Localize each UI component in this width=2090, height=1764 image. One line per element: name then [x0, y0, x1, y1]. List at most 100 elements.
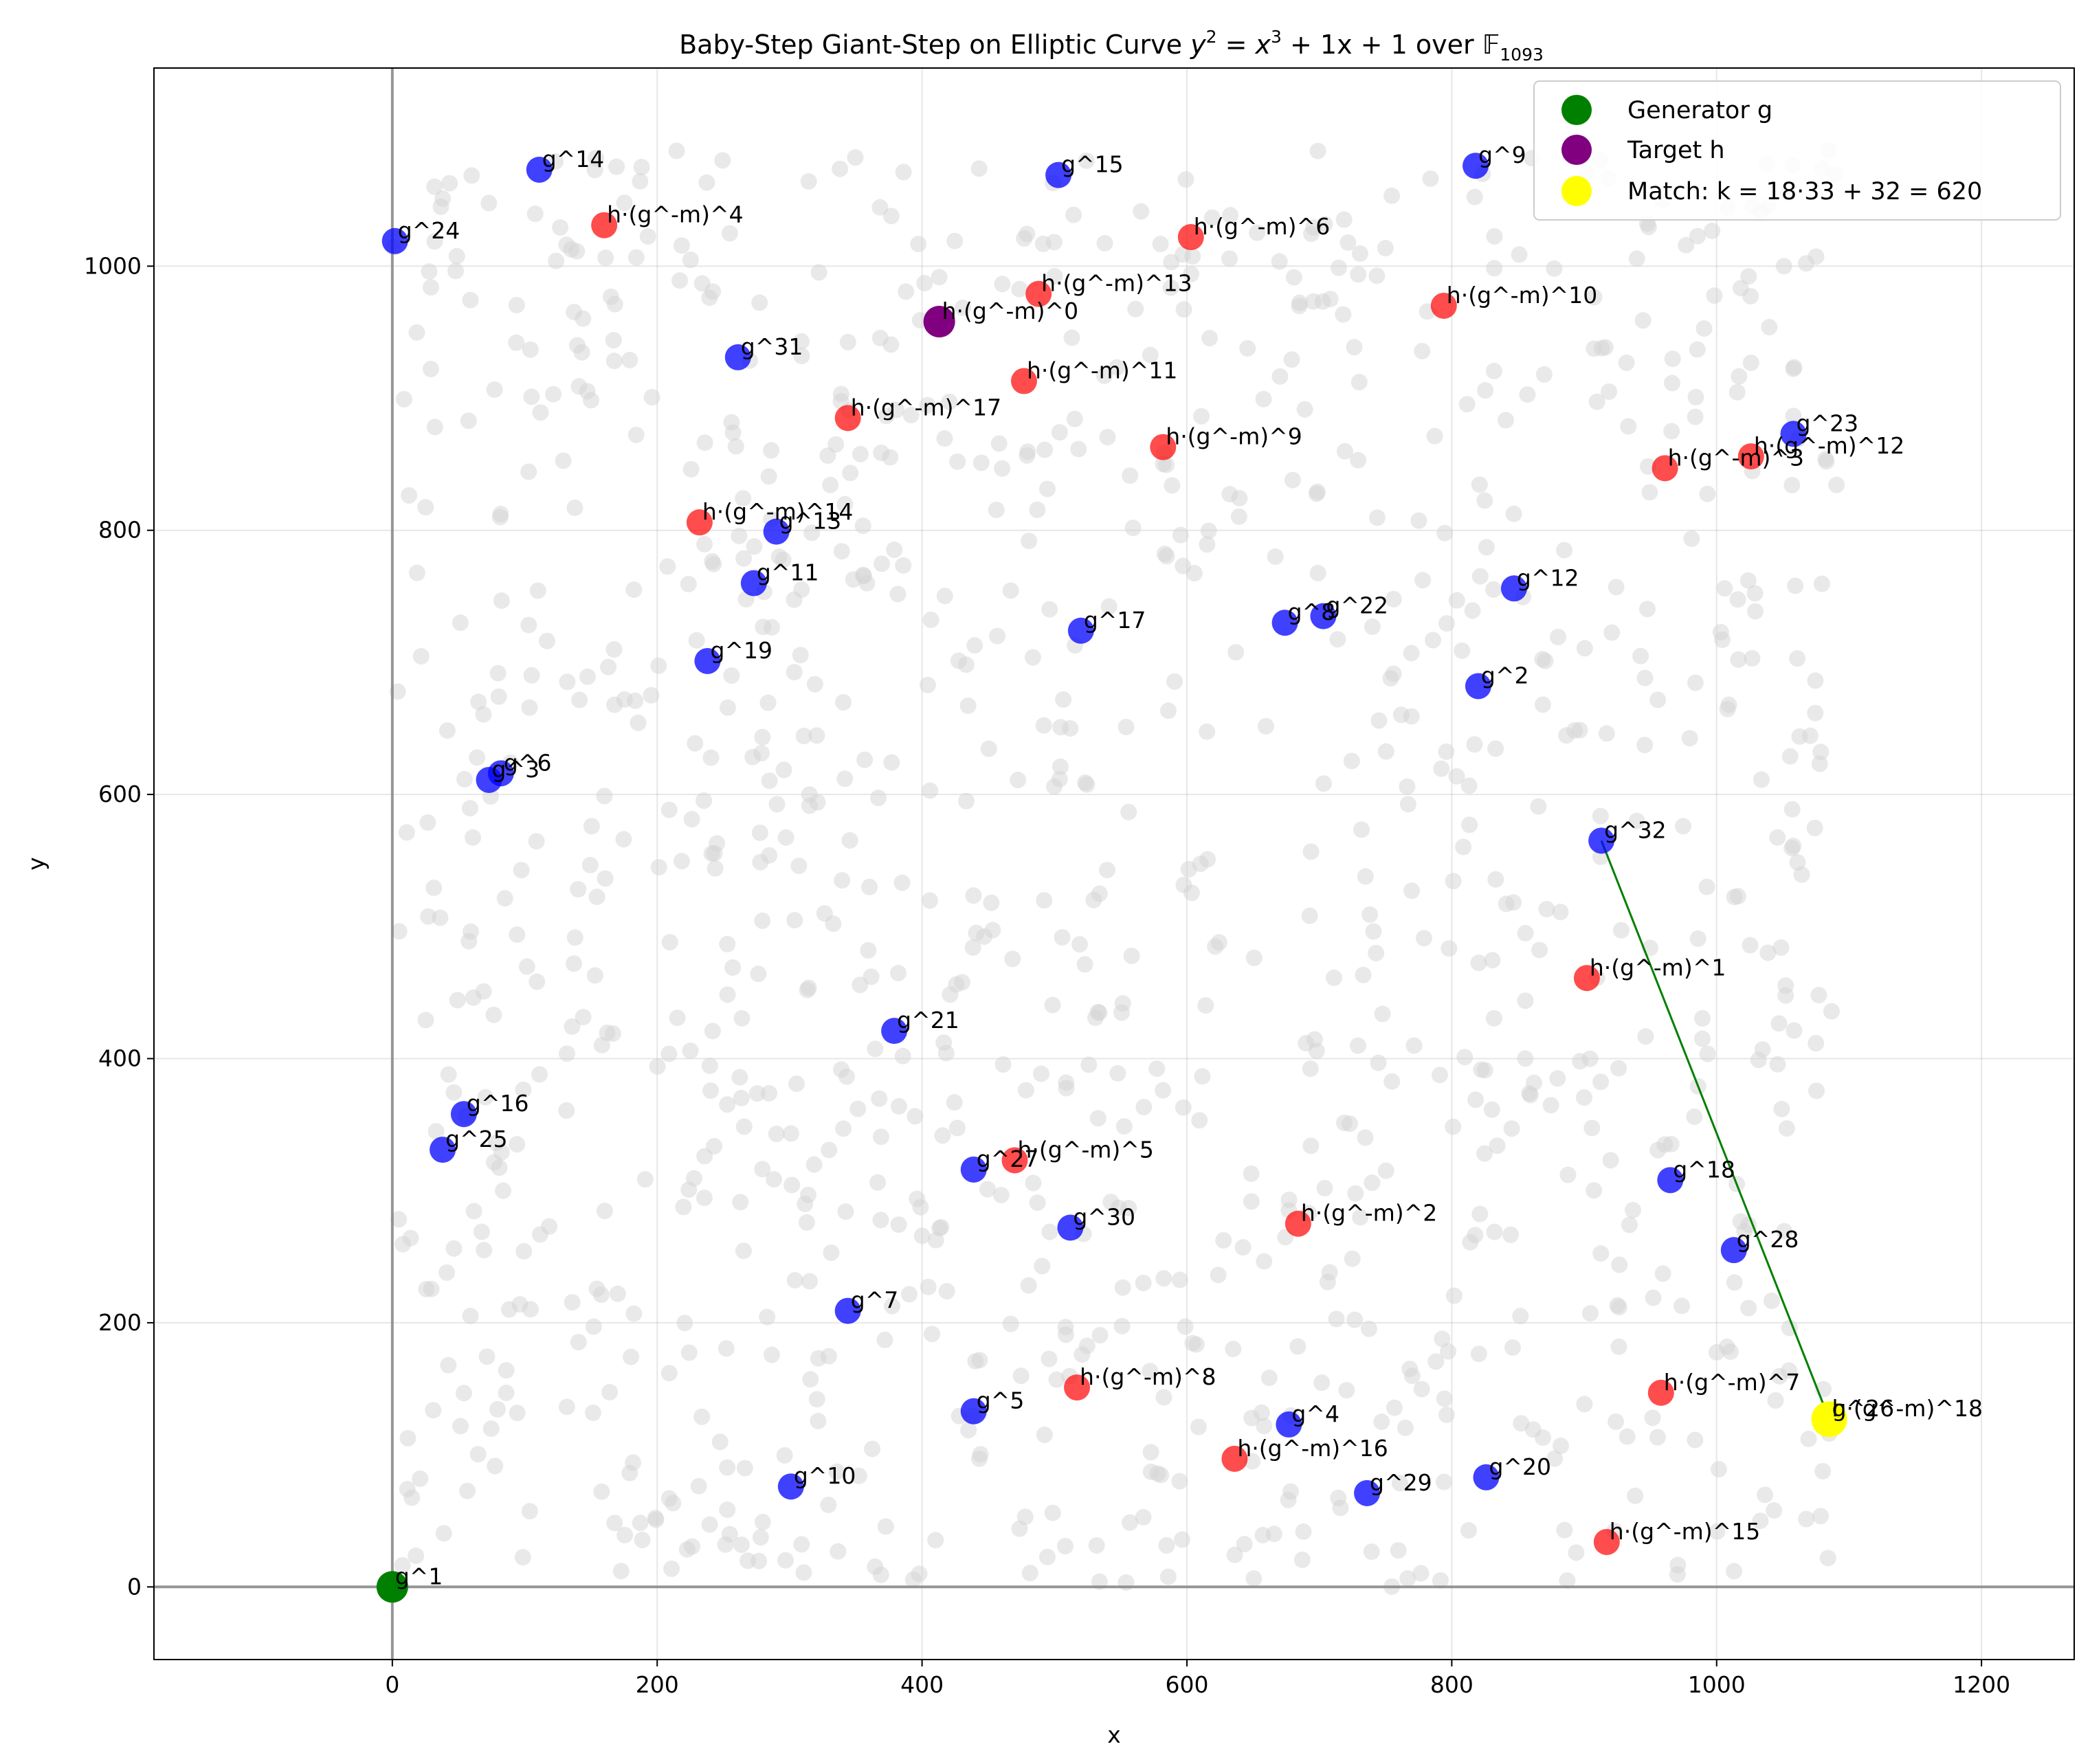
curve-point: [568, 337, 586, 354]
curve-point: [1076, 956, 1093, 973]
curve-point: [1588, 393, 1605, 410]
curve-point: [441, 175, 458, 192]
curve-point: [538, 632, 555, 649]
curve-point: [1346, 1311, 1364, 1328]
curve-point: [990, 435, 1008, 452]
curve-point: [850, 1467, 867, 1484]
curve-point: [1674, 1297, 1691, 1315]
curve-point: [452, 614, 469, 632]
curve-point: [1812, 744, 1830, 761]
curve-point: [425, 879, 443, 896]
curve-point: [1352, 1209, 1369, 1226]
curve-point: [871, 1090, 888, 1107]
curve-point: [1513, 1415, 1530, 1432]
curve-point: [702, 1082, 720, 1099]
curve-point: [422, 279, 439, 296]
curve-point: [1619, 1428, 1636, 1445]
curve-point: [470, 693, 487, 711]
curve-point: [696, 792, 713, 810]
match-baby-label: g^26: [1832, 1395, 1895, 1422]
curve-point: [1542, 1097, 1559, 1114]
curve-point: [808, 1391, 825, 1408]
curve-point: [1687, 388, 1704, 405]
curve-point: [776, 1447, 793, 1464]
curve-point: [949, 453, 966, 470]
curve-point: [735, 550, 753, 567]
curve-point: [706, 1137, 723, 1154]
curve-point: [1424, 632, 1441, 649]
baby-step-point: [1057, 1214, 1084, 1241]
curve-point: [579, 668, 596, 685]
baby-step-label: g^32: [1604, 816, 1667, 843]
curve-point: [1201, 330, 1219, 347]
curve-point: [1432, 1572, 1449, 1589]
curve-point: [1819, 1550, 1836, 1567]
baby-step-point: [1780, 421, 1807, 447]
curve-point: [445, 1084, 463, 1101]
curve-point: [1221, 486, 1238, 503]
curve-point: [1713, 632, 1731, 649]
curve-point: [489, 665, 507, 682]
baby-step-label: g^18: [1673, 1156, 1735, 1183]
curve-point: [801, 1273, 819, 1290]
giant-step-label: h·(g^-m)^9: [1166, 423, 1302, 450]
curve-point: [1476, 1145, 1493, 1162]
curve-point: [822, 476, 839, 493]
curve-point: [790, 858, 808, 875]
curve-point: [555, 452, 572, 469]
curve-point: [1377, 1162, 1394, 1179]
curve-point: [1663, 1135, 1680, 1152]
curve-point: [521, 699, 538, 716]
curve-point: [760, 1085, 777, 1102]
curve-point: [735, 1242, 752, 1260]
curve-point: [964, 939, 981, 956]
curve-point: [432, 198, 449, 215]
curve-point: [1766, 1502, 1783, 1519]
curve-point: [564, 1018, 581, 1035]
curve-point: [515, 1242, 533, 1260]
curve-point: [1445, 1287, 1463, 1304]
baby-step-label: g^8: [1288, 599, 1336, 625]
curve-point: [832, 160, 849, 177]
curve-point: [522, 341, 539, 358]
curve-point: [493, 592, 510, 610]
curve-point: [1687, 1431, 1704, 1449]
curve-point: [564, 1294, 581, 1311]
curve-point: [1120, 803, 1137, 820]
giant-step-point: [1150, 434, 1177, 460]
curve-point: [1773, 1100, 1790, 1117]
curve-point: [1109, 359, 1126, 376]
curve-point: [1644, 1409, 1661, 1427]
curve-point: [1236, 1536, 1253, 1553]
curve-point: [1255, 390, 1272, 407]
curve-point: [1467, 1091, 1485, 1108]
curve-point: [800, 979, 817, 996]
y-tick-label: 0: [127, 1573, 142, 1600]
curve-point: [761, 847, 778, 864]
curve-point: [1808, 1035, 1825, 1052]
curve-point: [1583, 1119, 1601, 1137]
baby-step-point: [1473, 1464, 1500, 1491]
curve-point: [1610, 1338, 1627, 1355]
curve-point: [1598, 725, 1615, 742]
curve-point: [820, 1496, 837, 1513]
curve-point: [1162, 279, 1179, 296]
curve-point: [395, 390, 412, 407]
curve-point: [1730, 651, 1747, 668]
curve-point: [1759, 944, 1777, 961]
curve-point: [1559, 1166, 1577, 1183]
curve-point: [1330, 259, 1347, 276]
curve-point: [1308, 485, 1325, 502]
curve-point: [1568, 1544, 1585, 1561]
curve-point: [1036, 1426, 1053, 1443]
curve-point: [1621, 1216, 1638, 1233]
curve-point: [1257, 717, 1274, 735]
curve-point: [752, 1529, 769, 1546]
curve-point: [1769, 1056, 1786, 1073]
curve-point: [1115, 1118, 1133, 1135]
giant-step-label: h·(g^-m)^8: [1080, 1363, 1216, 1390]
curve-point: [922, 611, 940, 628]
curve-point: [495, 1182, 512, 1199]
curve-point: [855, 568, 872, 585]
curve-point: [1265, 1526, 1282, 1543]
